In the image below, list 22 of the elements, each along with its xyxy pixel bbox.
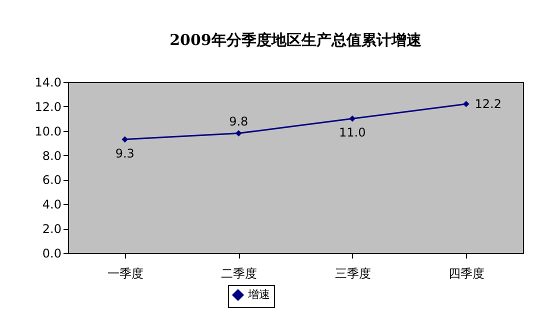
x-tick-label: 四季度	[448, 266, 485, 280]
y-tick-label: 12.0	[34, 100, 62, 114]
chart-title: 2009年分季度地区生产总值累计增速	[170, 31, 422, 49]
y-tick-label: 10.0	[34, 124, 62, 138]
legend-label: 增速	[247, 288, 270, 301]
y-tick-label: 14.0	[34, 76, 62, 90]
y-tick-label: 6.0	[42, 173, 62, 188]
x-tick-label: 三季度	[334, 266, 371, 280]
x-tick-label: 二季度	[221, 266, 258, 280]
text: 9.3	[115, 146, 134, 160]
y-tick-label: 0.0	[42, 246, 62, 260]
y-tick-label: 4.0	[42, 198, 62, 212]
text: 12.2	[474, 96, 502, 111]
x-tick-label: 一季度	[107, 266, 144, 280]
y-tick-label: 2.0	[42, 222, 62, 236]
point	[235, 130, 242, 136]
point	[122, 136, 128, 143]
point	[462, 100, 470, 108]
text: 9.8	[229, 114, 248, 128]
y-tick-label: 8.0	[42, 148, 62, 163]
text: 11.0	[339, 126, 366, 140]
point	[349, 115, 356, 122]
